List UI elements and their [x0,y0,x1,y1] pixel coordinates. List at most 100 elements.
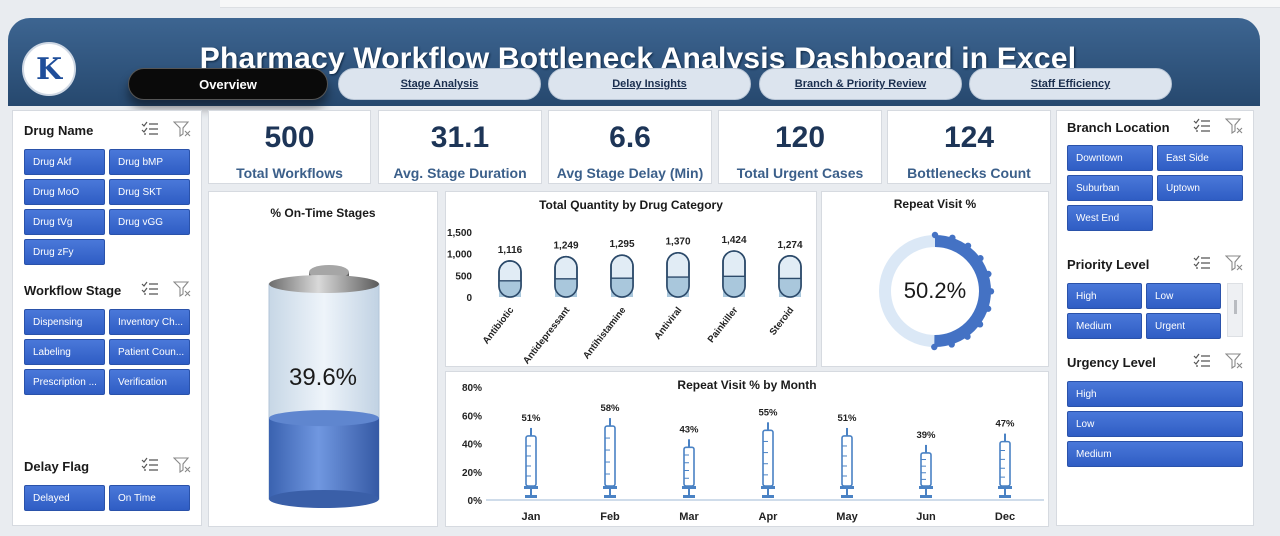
quantity-by-category-card: Total Quantity by Drug Category 1,500 1,0… [445,191,817,367]
syringe-barrel [683,446,695,487]
donut-bead [931,343,938,351]
category-label: Steroid [768,305,797,338]
slicer-item-priority[interactable]: High [1067,283,1142,309]
right-slicer-panel: Branch Location Downtown East Side Subur… [1056,110,1254,526]
syringe-flange [761,486,775,489]
syringe-flange [998,486,1012,489]
clear-filter-icon[interactable] [173,121,191,137]
slicer-item-branch[interactable]: West End [1067,205,1153,231]
slicer-item-delay[interactable]: On Time [109,485,190,511]
donut-bead [948,341,955,348]
slicer-item-drug[interactable]: Drug tVg [24,209,105,235]
slicer-item-priority[interactable]: Urgent [1146,313,1221,339]
slicer-item-stage[interactable]: Labeling [24,339,105,365]
slicer-item-drug[interactable]: Drug vGG [109,209,190,235]
data-label: 47% [995,419,1015,430]
slicer-item-urgency[interactable]: High [1067,381,1243,407]
slicer-item-stage[interactable]: Dispensing [24,309,105,335]
slicer-item-drug[interactable]: Drug SKT [109,179,190,205]
category-label: Antidepressant [521,304,573,366]
donut-bead [987,288,995,295]
category-label: Mar [679,511,699,523]
company-logo: K [22,42,76,96]
slicer-item-priority[interactable]: Medium [1067,313,1142,339]
data-label: 43% [679,424,699,435]
slicer-item-delay[interactable]: Delayed [24,485,105,511]
donut-bead [977,255,984,262]
chart-title: Total Quantity by Drug Category [539,198,723,212]
y-tick-label: 500 [455,271,472,282]
kpi-label: Total Workflows [236,165,343,181]
syringe-plunger-head [920,495,932,498]
slicer-item-urgency[interactable]: Medium [1067,441,1243,467]
capsule-fill [555,278,577,297]
repeat-visit-card: Repeat Visit % 50.2% [821,191,1049,367]
syringe-barrel [604,425,616,487]
kpi-label: Total Urgent Cases [736,165,864,181]
left-slicer-panel: Drug Name Drug Akf Drug bMP Drug MoO Dru… [12,110,202,526]
slicer-item-stage[interactable]: Prescription ... [24,369,105,395]
multi-select-icon[interactable] [141,121,159,137]
data-label: 51% [837,413,857,424]
slicer-item-drug[interactable]: Drug zFy [24,239,105,265]
tab-stage-analysis[interactable]: Stage Analysis [338,68,541,100]
tab-branch-priority-review[interactable]: Branch & Priority Review [759,68,962,100]
category-label: Antiviral [652,305,684,342]
category-label: Feb [600,511,620,523]
slicer-item-priority[interactable]: Low [1146,283,1221,309]
kpi-card-avg-stage-delay: 6.6 Avg Stage Delay (Min) [548,110,712,184]
capsule-fill [779,278,801,297]
kpi-value: 31.1 [430,121,490,154]
donut-bead [931,231,939,239]
syringe-plunger-head [683,495,695,498]
clear-filter-icon[interactable] [173,457,191,473]
clear-filter-icon[interactable] [173,281,191,297]
kpi-card-avg-stage-duration: 31.1 Avg. Stage Duration [378,110,542,184]
slicer-title-branch-location: Branch Location [1067,120,1170,135]
slicer-item-drug[interactable]: Drug MoO [24,179,105,205]
slicer-item-drug[interactable]: Drug Akf [24,149,105,175]
syringe-barrel [841,435,853,487]
y-tick-label: 0% [468,496,483,507]
slicer-item-stage[interactable]: Verification [109,369,190,395]
clear-filter-icon[interactable] [1225,255,1243,271]
slicer-item-stage[interactable]: Inventory Ch... [109,309,190,335]
clear-filter-icon[interactable] [1225,353,1243,369]
kpi-card-bottlenecks-count: 124 Bottlenecks Count [887,110,1051,184]
capsule-outline [610,254,634,298]
slicer-title-urgency-level: Urgency Level [1067,355,1156,370]
slicer-title-workflow-stage: Workflow Stage [24,283,122,298]
y-tick-label: 20% [462,468,482,479]
data-label: 1,370 [665,237,690,248]
slicer-item-branch[interactable]: Suburban [1067,175,1153,201]
slicer-item-branch[interactable]: East Side [1157,145,1243,171]
multi-select-icon[interactable] [141,281,159,297]
slicer-item-branch[interactable]: Downtown [1067,145,1153,171]
tab-staff-efficiency[interactable]: Staff Efficiency [969,68,1172,100]
clear-filter-icon[interactable] [1225,118,1243,134]
syringe-barrel [525,435,537,487]
slicer-item-drug[interactable]: Drug bMP [109,149,190,175]
kpi-value: 6.6 [609,121,651,154]
slicer-item-stage[interactable]: Patient Coun... [109,339,190,365]
kpi-label: Avg. Stage Duration [393,165,527,181]
multi-select-icon[interactable] [1193,118,1211,134]
syringe-plunger-head [604,495,616,498]
slicer-item-urgency[interactable]: Low [1067,411,1243,437]
tab-delay-insights[interactable]: Delay Insights [548,68,751,100]
scrollbar-thumb[interactable] [1234,300,1237,314]
multi-select-icon[interactable] [1193,255,1211,271]
donut-bead [976,321,984,328]
capsule-fill [667,277,689,297]
priority-scrollbar[interactable] [1227,283,1243,337]
tab-overview[interactable]: Overview [128,68,328,100]
data-label: 1,249 [553,241,578,252]
slicer-item-branch[interactable]: Uptown [1157,175,1243,201]
syringe-flange [603,486,617,489]
multi-select-icon[interactable] [141,457,159,473]
data-label: 55% [758,407,778,418]
slicer-title-delay-flag: Delay Flag [24,459,90,474]
capsule-fill [499,280,521,297]
category-label: Jun [916,511,936,523]
multi-select-icon[interactable] [1193,353,1211,369]
